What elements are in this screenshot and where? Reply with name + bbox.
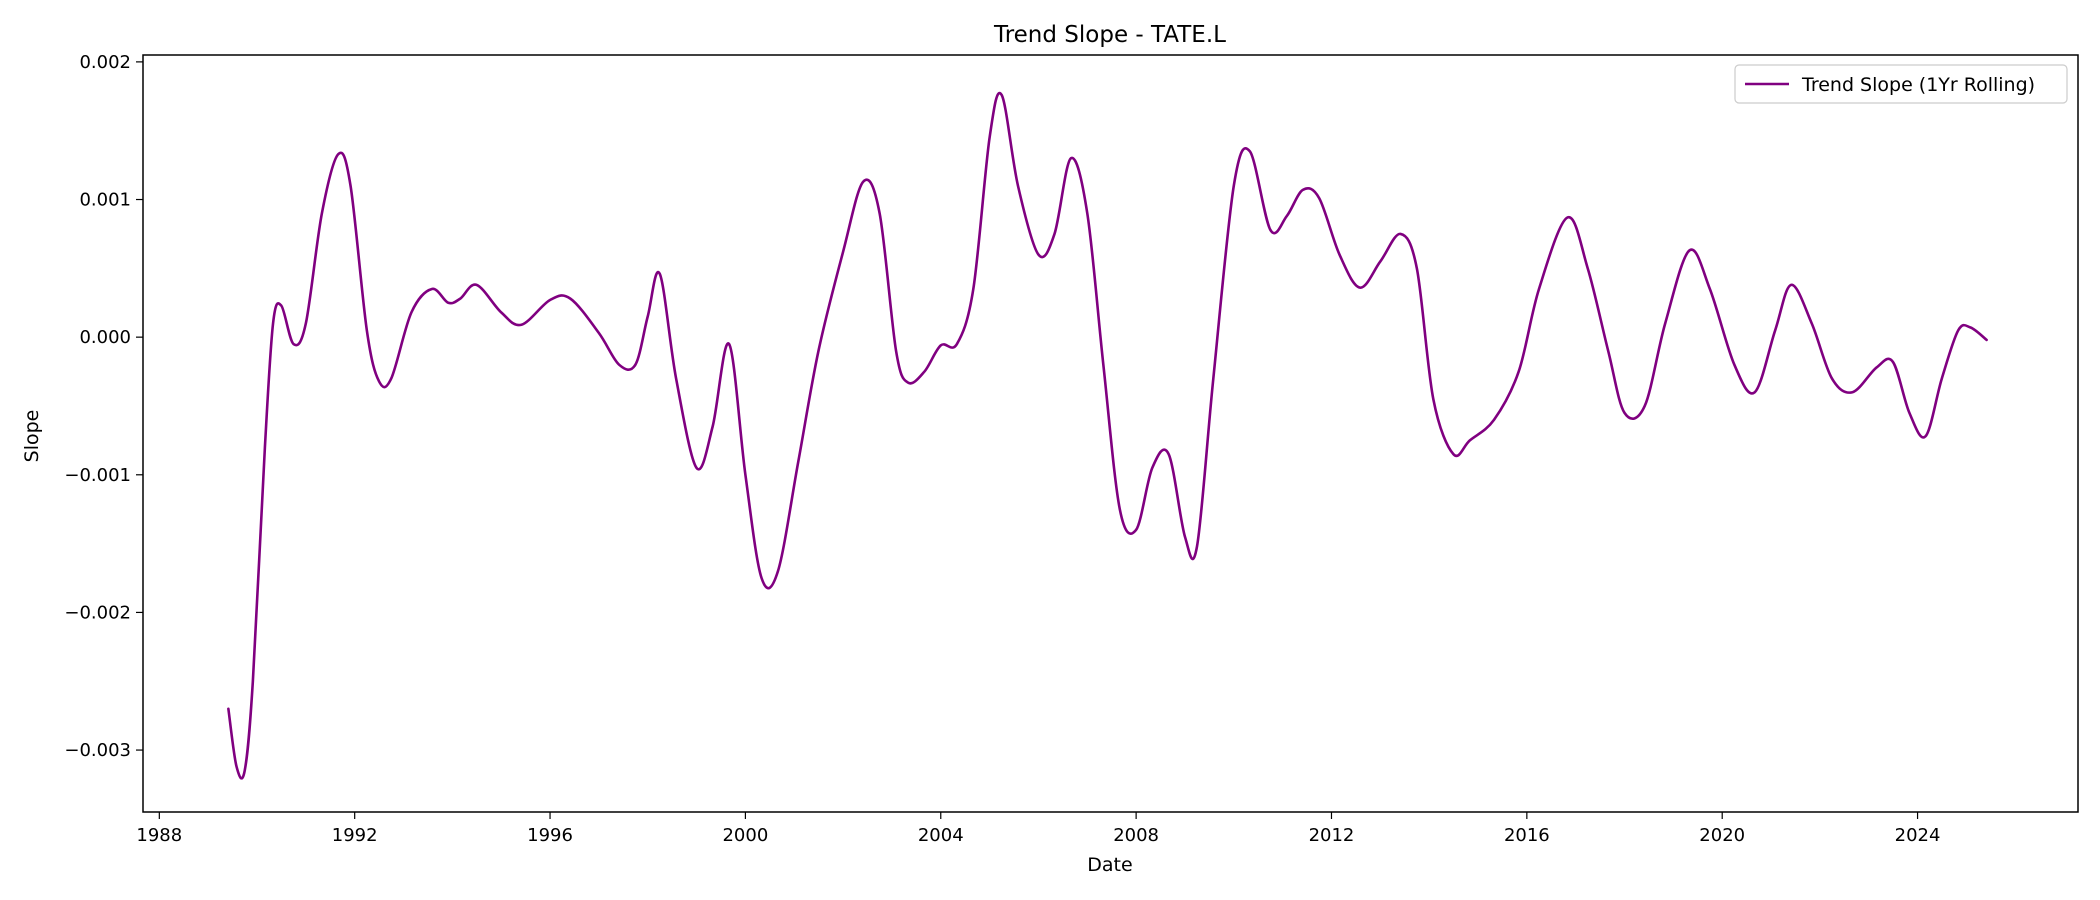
y-tick-label: 0.002 <box>79 52 131 73</box>
x-tick-label: 2008 <box>1113 825 1159 846</box>
x-tick-label: 2024 <box>1895 825 1941 846</box>
legend-label: Trend Slope (1Yr Rolling) <box>1801 74 2035 96</box>
x-tick-label: 2000 <box>722 825 768 846</box>
y-tick-label: −0.003 <box>64 740 131 761</box>
x-tick-label: 2020 <box>1699 825 1745 846</box>
plot-area <box>142 54 2079 813</box>
legend-box <box>1734 64 2068 104</box>
x-tick-label: 1996 <box>527 825 573 846</box>
series-line-trend-slope <box>227 91 1988 780</box>
y-tick-label: −0.001 <box>64 465 131 486</box>
x-tick-label: 2012 <box>1309 825 1355 846</box>
x-tick-label: 2016 <box>1504 825 1550 846</box>
x-tick-label: 2004 <box>918 825 964 846</box>
y-tick-label: 0.001 <box>79 190 131 211</box>
chart-title: Trend Slope - TATE.L <box>993 22 1226 48</box>
x-tick-label: 1988 <box>136 825 182 846</box>
x-tick-label: 1992 <box>332 825 378 846</box>
y-tick-label: −0.002 <box>64 602 131 623</box>
y-tick-label: 0.000 <box>79 327 131 348</box>
legend: Trend Slope (1Yr Rolling) <box>1734 64 2068 104</box>
y-axis: −0.003 −0.002 −0.001 0.000 0.001 0.002 <box>64 52 143 761</box>
x-axis: 1988 1992 1996 2000 2004 2008 2012 2016 2020 2024 <box>136 812 1940 846</box>
y-axis-label: Slope <box>21 410 43 463</box>
x-axis-label: Date <box>1087 854 1132 876</box>
